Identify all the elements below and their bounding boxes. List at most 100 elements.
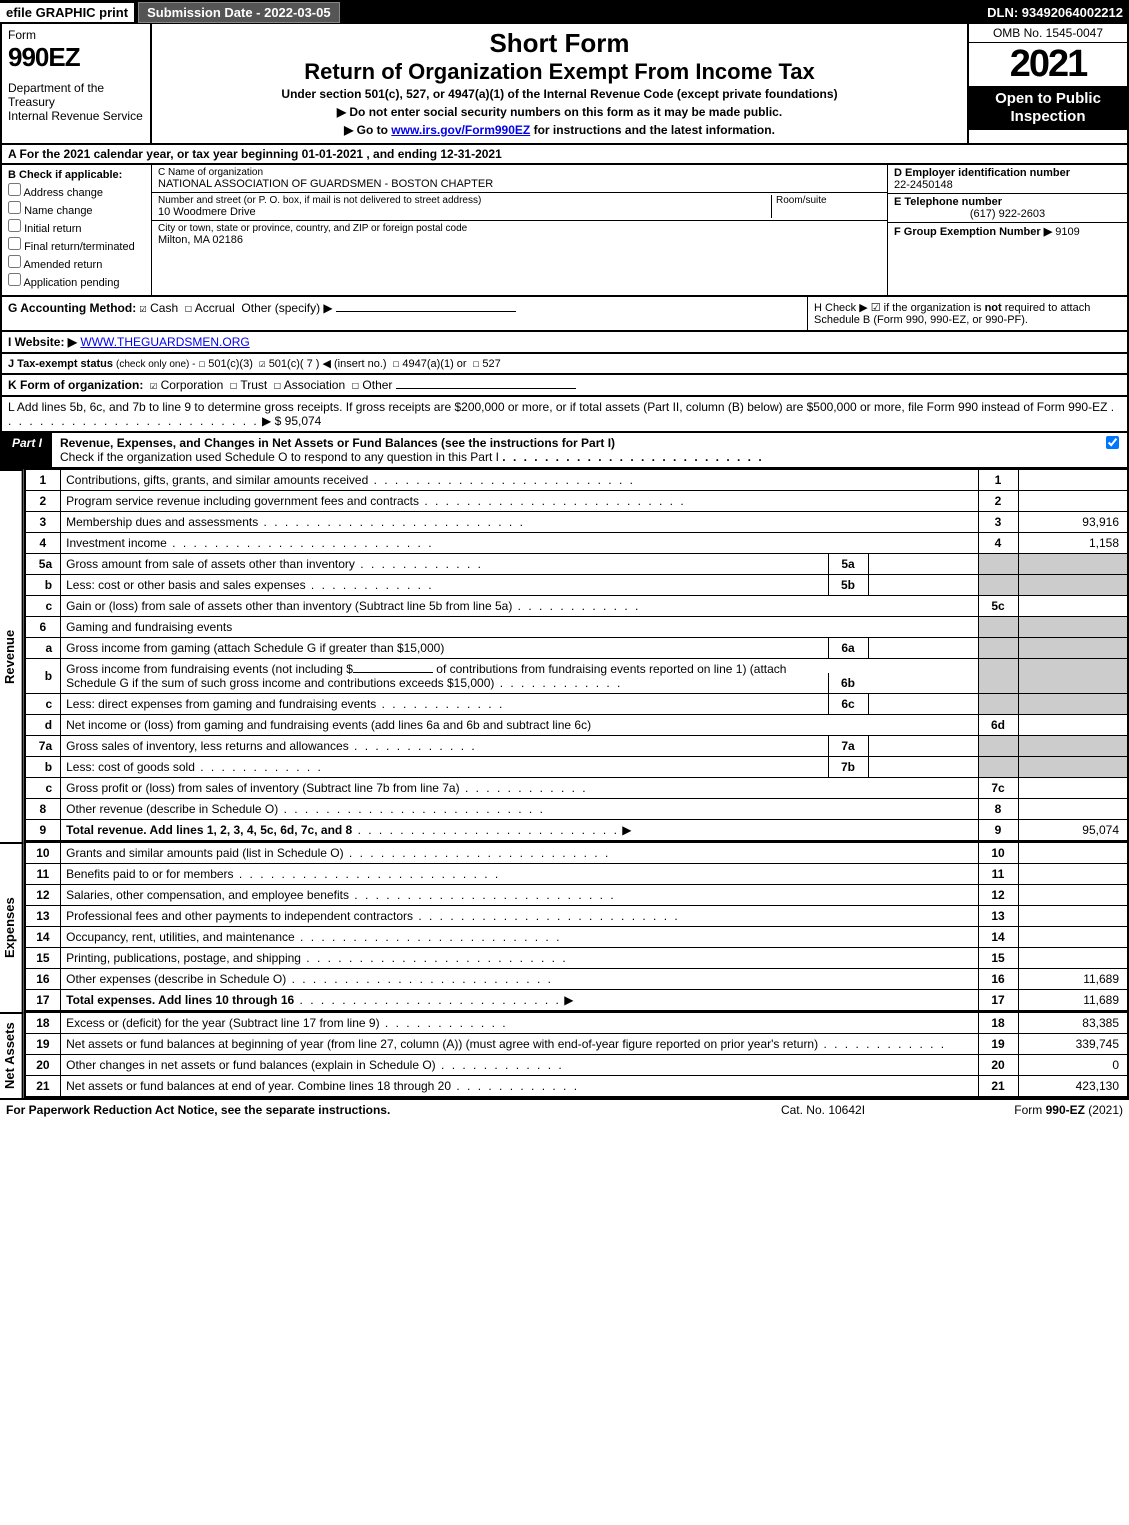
dots-icon — [167, 536, 434, 550]
checkbox-app[interactable] — [8, 273, 21, 286]
l12-amt — [1018, 885, 1128, 906]
row-i: I Website: ▶ WWW.THEGUARDSMEN.ORG — [0, 332, 1129, 354]
l-value: 95,074 — [285, 414, 322, 428]
checkbox-name[interactable] — [8, 201, 21, 214]
k-other-check[interactable]: ☐ — [352, 378, 359, 392]
l2-box: 2 — [978, 491, 1018, 512]
street-value: 10 Woodmere Drive — [158, 206, 771, 218]
l6b-blank[interactable] — [353, 672, 433, 673]
form-title: Return of Organization Exempt From Incom… — [158, 59, 961, 85]
j-501c3-check[interactable]: ☐ — [199, 357, 206, 370]
k-other-blank[interactable] — [396, 388, 576, 389]
line-3: 3Membership dues and assessments393,916 — [25, 512, 1128, 533]
group-exemption-value: 9109 — [1055, 226, 1079, 238]
j-527-check[interactable]: ☐ — [473, 357, 480, 370]
l17-box: 17 — [978, 990, 1018, 1012]
l11-desc: Benefits paid to or for members — [66, 867, 233, 881]
l6b-shade2 — [1018, 659, 1128, 694]
cash-check[interactable]: ☑ — [140, 301, 147, 315]
irs-link[interactable]: www.irs.gov/Form990EZ — [391, 123, 530, 137]
efile-print-label[interactable]: efile GRAPHIC print — [0, 3, 134, 22]
l-text: L Add lines 5b, 6c, and 7b to line 9 to … — [8, 400, 1107, 414]
column-c: C Name of organization NATIONAL ASSOCIAT… — [152, 165, 887, 295]
check-name-change[interactable]: Name change — [8, 201, 145, 217]
check-final[interactable]: Final return/terminated — [8, 237, 145, 253]
l6b-ibox: 6b — [828, 673, 868, 693]
checkbox-initial[interactable] — [8, 219, 21, 232]
checkbox-amended[interactable] — [8, 255, 21, 268]
l9-amt: 95,074 — [1018, 820, 1128, 842]
ein-value: 22-2450148 — [894, 179, 1121, 191]
checkbox-final[interactable] — [8, 237, 21, 250]
l21-amt: 423,130 — [1018, 1076, 1128, 1098]
l7a-inner-amt — [868, 736, 978, 756]
part-1-check-text: Check if the organization used Schedule … — [60, 450, 499, 464]
l6b-desc1: Gross income from fundraising events (no… — [66, 662, 353, 676]
checkbox-address[interactable] — [8, 183, 21, 196]
l1-box: 1 — [978, 470, 1018, 491]
l9-desc: Total revenue. Add lines 1, 2, 3, 4, 5c,… — [66, 823, 352, 837]
line-6c: cLess: direct expenses from gaming and f… — [25, 694, 1128, 715]
netassets-block: Net Assets 18Excess or (deficit) for the… — [0, 1012, 1129, 1098]
j-501c3: 501(c)(3) — [208, 358, 253, 370]
l14-desc: Occupancy, rent, utilities, and maintena… — [66, 930, 295, 944]
l13-desc: Professional fees and other payments to … — [66, 909, 413, 923]
l6a-ibox: 6a — [828, 638, 868, 658]
l12-num: 12 — [25, 885, 61, 906]
cash-label: Cash — [150, 301, 178, 315]
l4-box: 4 — [978, 533, 1018, 554]
check-app-pending[interactable]: Application pending — [8, 273, 145, 289]
l21-box: 21 — [978, 1076, 1018, 1098]
l6c-inner-amt — [868, 694, 978, 714]
h-schedule-b: H Check ▶ ☑ if the organization is not r… — [807, 297, 1127, 330]
init-text: Initial return — [24, 223, 81, 235]
netassets-table: 18Excess or (deficit) for the year (Subt… — [24, 1012, 1129, 1098]
check-address-change[interactable]: Address change — [8, 183, 145, 199]
expenses-block: Expenses 10Grants and similar amounts pa… — [0, 842, 1129, 1012]
l6d-num: d — [25, 715, 61, 736]
check-initial[interactable]: Initial return — [8, 219, 145, 235]
part-1-checkbox[interactable] — [1106, 436, 1119, 449]
l12-box: 12 — [978, 885, 1018, 906]
l5b-num: b — [25, 575, 61, 596]
l15-amt — [1018, 948, 1128, 969]
c-name-label: C Name of organization — [158, 167, 881, 178]
accrual-check[interactable]: ☐ — [185, 301, 192, 315]
dots-icon — [301, 951, 568, 965]
l2-amt — [1018, 491, 1128, 512]
l7c-num: c — [25, 778, 61, 799]
l4-num: 4 — [25, 533, 61, 554]
k-corp-check[interactable]: ☑ — [150, 378, 157, 392]
org-name: NATIONAL ASSOCIATION OF GUARDSMEN - BOST… — [158, 178, 881, 190]
accrual-label: Accrual — [195, 301, 235, 315]
j-501c-check[interactable]: ☑ — [259, 357, 266, 370]
j-label: J Tax-exempt status — [8, 358, 113, 370]
l7b-shade — [978, 757, 1018, 778]
l18-desc: Excess or (deficit) for the year (Subtra… — [66, 1016, 379, 1030]
other-blank[interactable] — [336, 311, 516, 312]
final-text: Final return/terminated — [24, 241, 135, 253]
g-label: G Accounting Method: — [8, 301, 136, 315]
name-text: Name change — [24, 205, 93, 217]
l16-num: 16 — [25, 969, 61, 990]
l21-num: 21 — [25, 1076, 61, 1098]
dots-icon — [460, 781, 588, 795]
website-link[interactable]: WWW.THEGUARDSMEN.ORG — [80, 335, 249, 349]
l9-num: 9 — [25, 820, 61, 842]
l13-box: 13 — [978, 906, 1018, 927]
l6d-desc: Net income or (loss) from gaming and fun… — [61, 715, 978, 736]
l5c-box: 5c — [978, 596, 1018, 617]
l1-desc: Contributions, gifts, grants, and simila… — [66, 473, 368, 487]
line-7c: cGross profit or (loss) from sales of in… — [25, 778, 1128, 799]
j-4947-check[interactable]: ☐ — [393, 357, 400, 370]
k-trust-check[interactable]: ☐ — [230, 378, 237, 392]
l7b-desc: Less: cost of goods sold — [66, 760, 195, 774]
check-amended[interactable]: Amended return — [8, 255, 145, 271]
k-assoc-check[interactable]: ☐ — [274, 378, 281, 392]
group-exemption-row: F Group Exemption Number ▶ 9109 — [888, 223, 1127, 240]
footer-right: Form 990-EZ (2021) — [923, 1103, 1123, 1117]
j-501c: 501(c)( 7 ) ◀ (insert no.) — [269, 358, 387, 370]
l4-amt: 1,158 — [1018, 533, 1128, 554]
l20-desc: Other changes in net assets or fund bala… — [66, 1058, 436, 1072]
line-5a: 5aGross amount from sale of assets other… — [25, 554, 1128, 575]
